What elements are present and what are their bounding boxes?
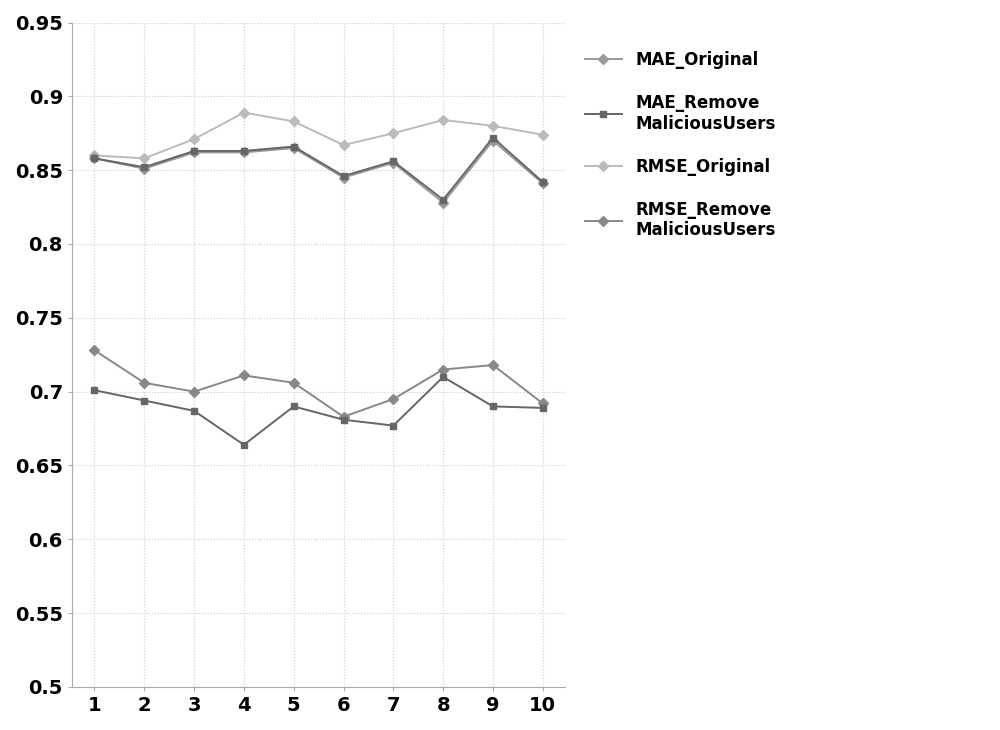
Legend: MAE_Original, MAE_Remove
MaliciousUsers, RMSE_Original, RMSE_Remove
MaliciousUse: MAE_Original, MAE_Remove MaliciousUsers,… [578, 44, 782, 246]
